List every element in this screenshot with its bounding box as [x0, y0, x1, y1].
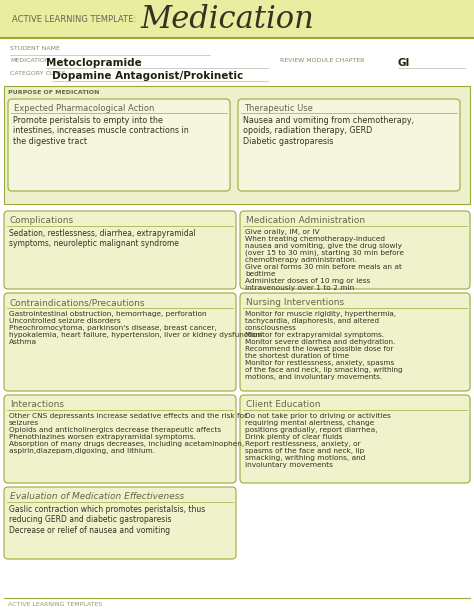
FancyBboxPatch shape — [4, 211, 236, 289]
Text: Sedation, restlessness, diarrhea, extrapyramidal
symptoms, neuroleptic malignant: Sedation, restlessness, diarrhea, extrap… — [9, 229, 196, 248]
FancyBboxPatch shape — [240, 293, 470, 391]
FancyBboxPatch shape — [4, 86, 470, 204]
Text: ACTIVE LEARNING TEMPLATES: ACTIVE LEARNING TEMPLATES — [8, 602, 102, 607]
FancyBboxPatch shape — [8, 99, 230, 191]
Text: Give orally, IM, or IV
When treating chemotherapy-induced
nausea and vomiting, g: Give orally, IM, or IV When treating che… — [245, 229, 404, 291]
Text: CATEGORY CLASS: CATEGORY CLASS — [10, 71, 65, 76]
FancyBboxPatch shape — [240, 395, 470, 483]
FancyBboxPatch shape — [4, 487, 236, 559]
Text: STUDENT NAME: STUDENT NAME — [10, 46, 60, 51]
Text: Nursing Interventions: Nursing Interventions — [246, 298, 344, 307]
Text: Do not take prior to driving or activities
requiring mental alertness, change
po: Do not take prior to driving or activiti… — [245, 413, 391, 468]
Text: Gaslic contraction which promotes peristalsis, thus
reducing GERD and diabetic g: Gaslic contraction which promotes perist… — [9, 504, 205, 535]
Text: PURPOSE OF MEDICATION: PURPOSE OF MEDICATION — [8, 90, 100, 95]
Text: REVIEW MODULE CHAPTER: REVIEW MODULE CHAPTER — [280, 58, 365, 63]
Text: Client Education: Client Education — [246, 400, 320, 409]
Text: Evaluation of Medication Effectiveness: Evaluation of Medication Effectiveness — [10, 492, 184, 501]
Text: Dopamine Antagonist/Prokinetic: Dopamine Antagonist/Prokinetic — [52, 71, 243, 81]
FancyBboxPatch shape — [238, 99, 460, 191]
FancyBboxPatch shape — [0, 0, 474, 38]
Text: Medication: Medication — [140, 4, 314, 36]
Text: Therapeutic Use: Therapeutic Use — [244, 104, 313, 113]
FancyBboxPatch shape — [4, 293, 236, 391]
Text: Promote peristalsis to empty into the
intestines, increases muscle contractions : Promote peristalsis to empty into the in… — [13, 116, 189, 146]
FancyBboxPatch shape — [4, 395, 236, 483]
Text: Medication Administration: Medication Administration — [246, 216, 365, 225]
Text: ACTIVE LEARNING TEMPLATE:: ACTIVE LEARNING TEMPLATE: — [12, 15, 136, 23]
Text: Metoclopramide: Metoclopramide — [46, 58, 142, 68]
Text: Other CNS depressants increase sedative effects and the risk for
seizures
Opioid: Other CNS depressants increase sedative … — [9, 413, 247, 454]
Text: Expected Pharmacological Action: Expected Pharmacological Action — [14, 104, 155, 113]
Text: Nausea and vomiting from chemotherapy,
opoids, radiation therapy, GERD
Diabetic : Nausea and vomiting from chemotherapy, o… — [243, 116, 414, 146]
Text: Contraindications/Precautions: Contraindications/Precautions — [10, 298, 146, 307]
Text: Monitor for muscle rigidity, hyperthermia,
tachycardia, diaphoresis, and altered: Monitor for muscle rigidity, hyperthermi… — [245, 311, 402, 379]
Text: Complications: Complications — [10, 216, 74, 225]
Text: Interactions: Interactions — [10, 400, 64, 409]
Text: MEDICATION: MEDICATION — [10, 58, 50, 63]
Text: GI: GI — [398, 58, 410, 68]
Text: Gastrointestinal obstruction, hemorrhage, perforation
Uncontrolled seizure disor: Gastrointestinal obstruction, hemorrhage… — [9, 311, 262, 345]
FancyBboxPatch shape — [240, 211, 470, 289]
